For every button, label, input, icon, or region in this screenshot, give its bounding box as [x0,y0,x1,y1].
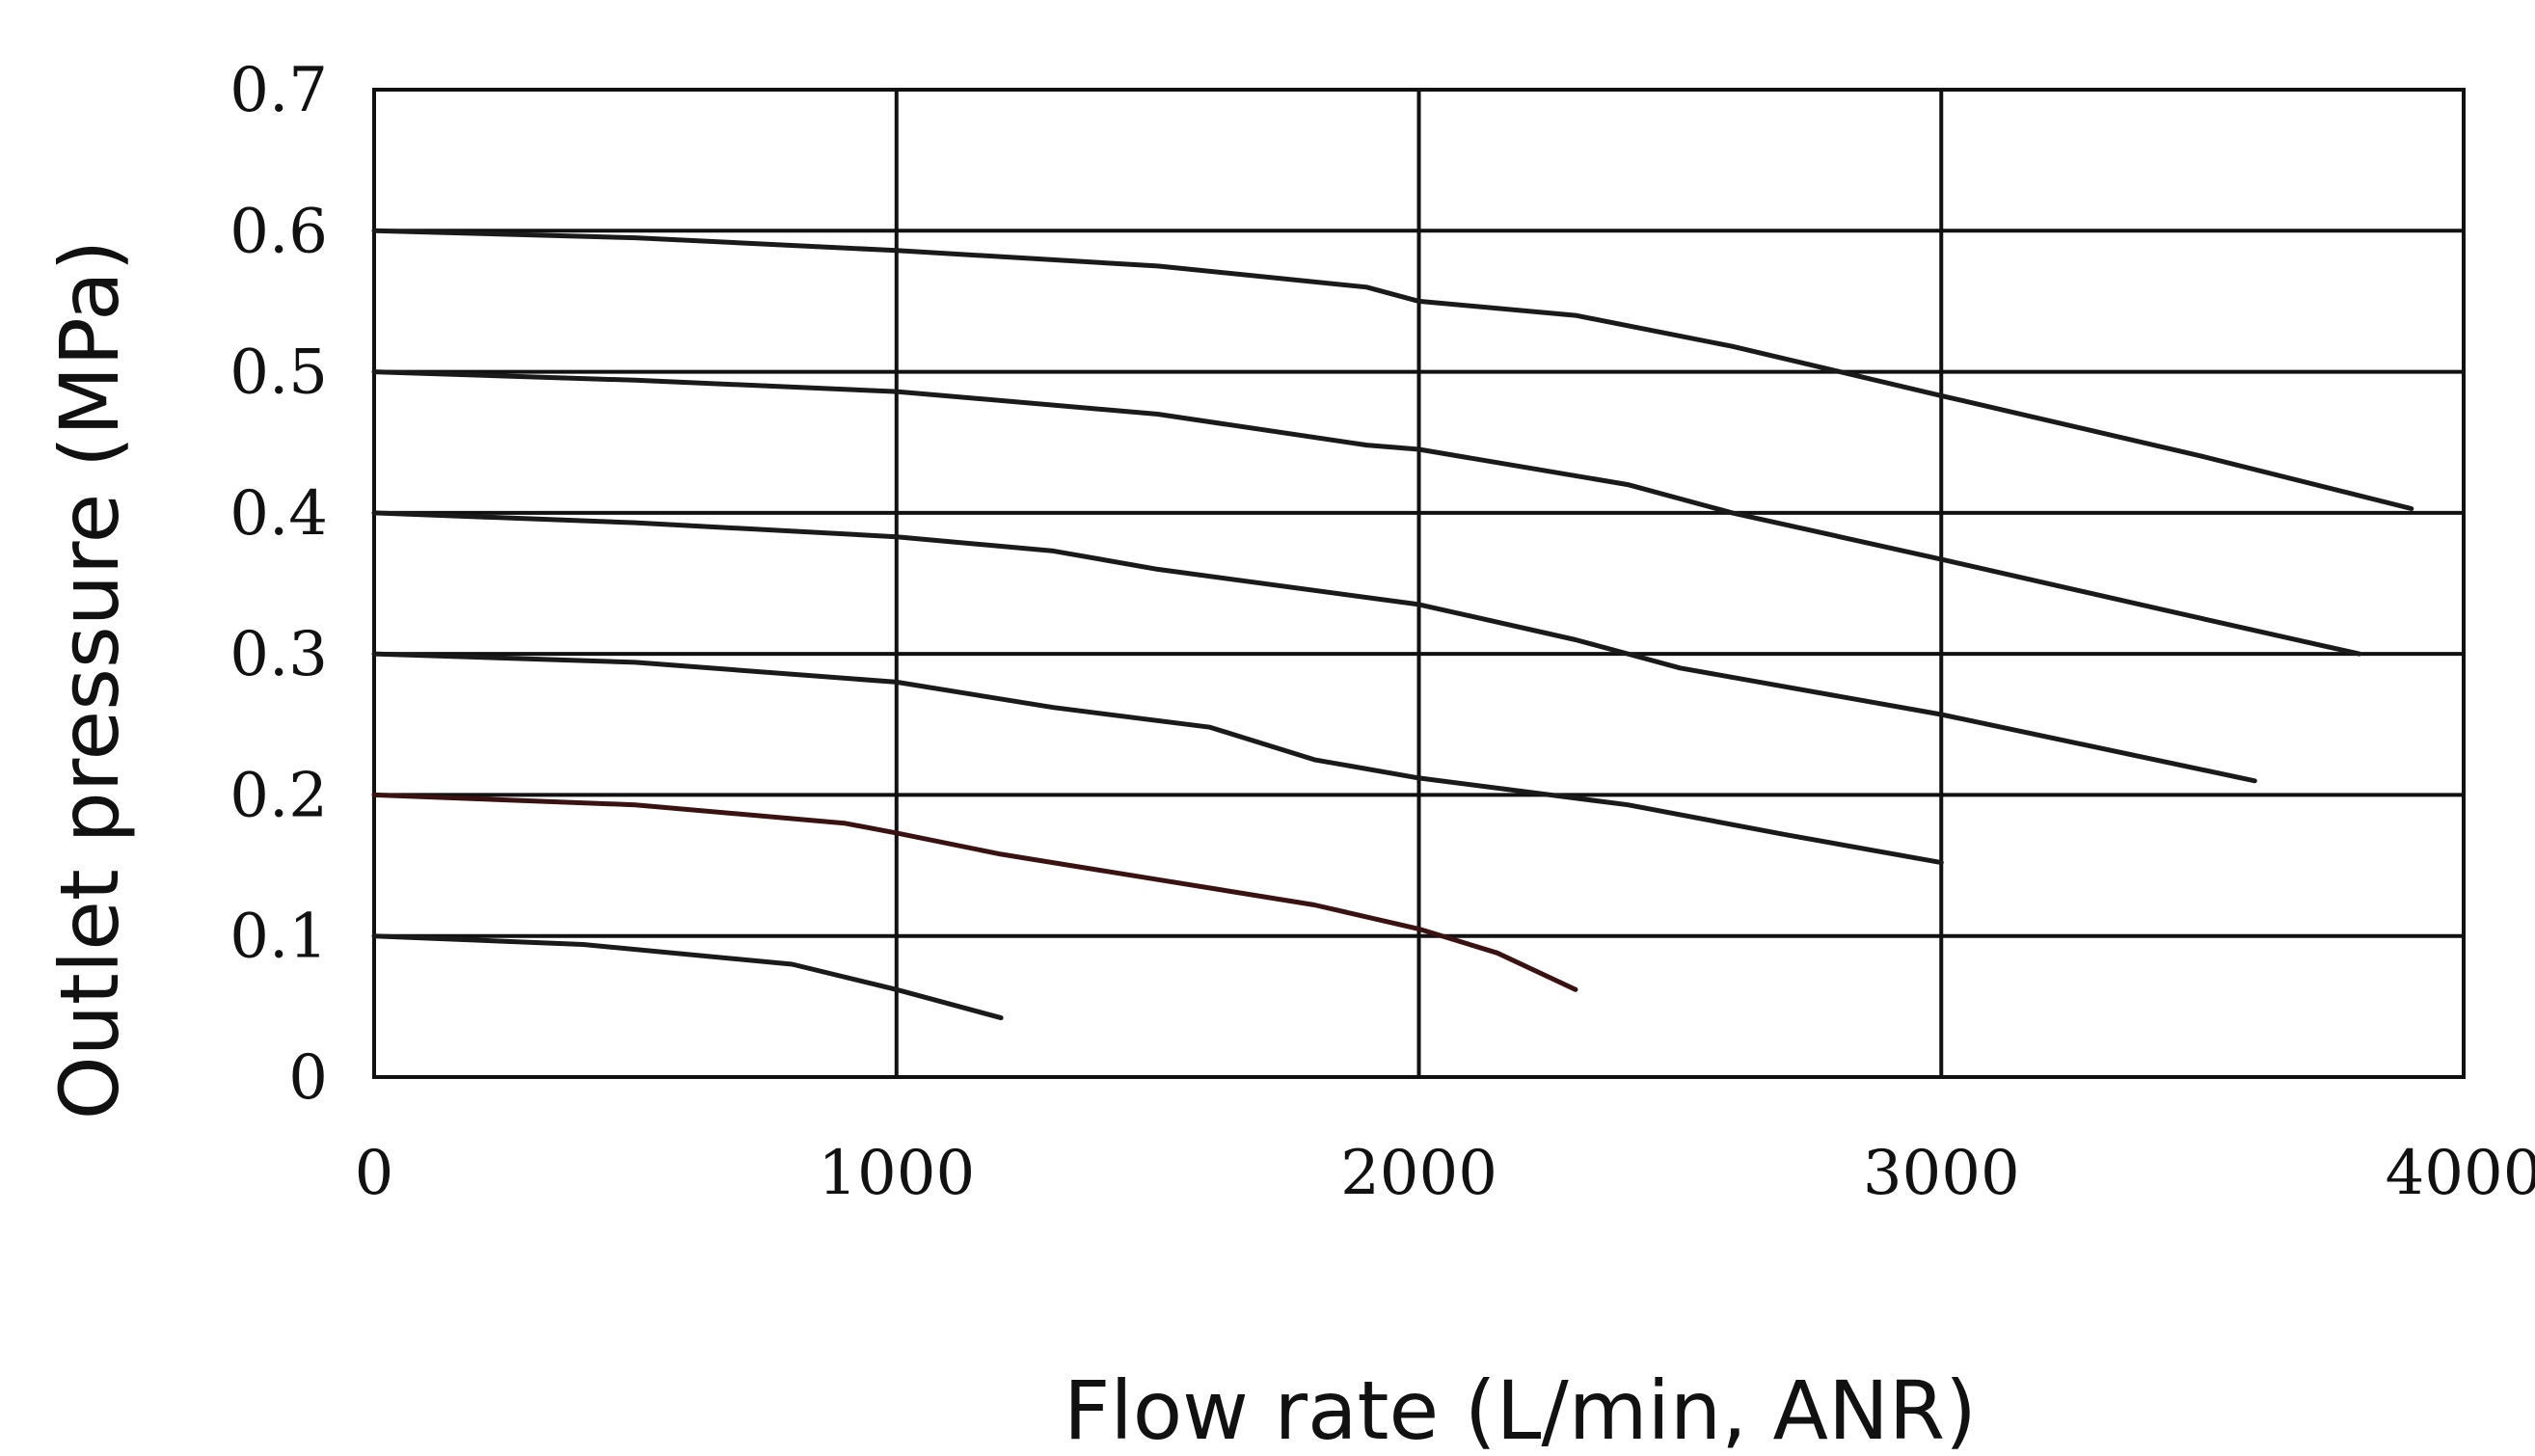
series-line-2 [371,510,2257,784]
plot-frame [372,88,2466,1079]
x-axis-title: Flow rate (L/min, ANR) [1064,1363,1977,1456]
x-tick-label-4: 4000 [2386,1138,2535,1209]
series-line-4 [371,792,1578,992]
y-tick-label-1: 0.1 [229,902,328,973]
y-axis-title: Outlet pressure (MPa) [42,240,137,1120]
x-tick-labels: 0 1000 2000 3000 4000 [355,1138,2535,1209]
x-tick-label-0: 0 [355,1138,394,1209]
series-line-3 [371,651,1944,866]
y-tick-labels: 0 0.1 0.2 0.3 0.4 0.5 0.6 0.7 [229,55,328,1114]
series-line-5 [371,933,1004,1021]
x-tick-label-3: 3000 [1863,1138,2020,1209]
y-tick-label-3: 0.3 [229,619,328,690]
x-tick-label-1: 1000 [818,1138,975,1209]
series-line-1 [371,369,2362,657]
series-layer [371,228,2414,1021]
y-tick-label-5: 0.5 [229,337,328,409]
y-tick-label-0: 0 [288,1042,328,1114]
y-tick-label-6: 0.6 [229,196,328,267]
series-line-0 [371,228,2414,511]
x-tick-label-2: 2000 [1340,1138,1497,1209]
y-tick-label-4: 0.4 [229,478,328,550]
y-tick-label-2: 0.2 [229,760,328,831]
y-tick-label-7: 0.7 [229,55,328,126]
